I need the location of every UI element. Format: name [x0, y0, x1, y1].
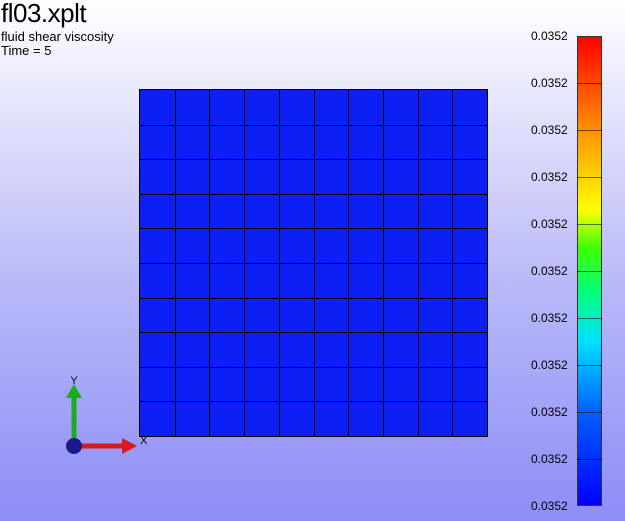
y-axis-label: Y: [70, 375, 78, 387]
colorbar-tick: [577, 271, 602, 272]
colorbar-label: 0.0352: [531, 358, 568, 372]
model-mesh[interactable]: [139, 89, 488, 437]
colorbar-tick: [577, 459, 602, 460]
colorbar-tick: [577, 224, 602, 225]
colorbar-tick: [577, 130, 602, 131]
variable-name: fluid shear viscosity: [1, 29, 114, 44]
axes-triad: Y X: [66, 375, 148, 454]
colorbar-label: 0.0352: [531, 264, 568, 278]
x-axis-label: X: [140, 435, 148, 447]
colorbar-tick: [577, 412, 602, 413]
plot-title: fl03.xplt: [1, 0, 87, 28]
y-axis-arrow-head: [66, 384, 82, 398]
colorbar-label: 0.0352: [531, 405, 568, 419]
time-label: Time = 5: [1, 43, 52, 58]
colorbar-tick: [577, 365, 602, 366]
colorbar-tick: [577, 318, 602, 319]
colorbar-label: 0.0352: [531, 311, 568, 325]
colorbar-tick: [577, 177, 602, 178]
mesh-grid-lines: [140, 90, 487, 436]
colorbar-label: 0.0352: [531, 499, 568, 513]
colorbar-label: 0.0352: [531, 217, 568, 231]
colorbar-label: 0.0352: [531, 452, 568, 466]
x-axis-arrow-head: [122, 438, 137, 454]
origin-sphere: [66, 438, 82, 454]
colorbar-label: 0.0352: [531, 170, 568, 184]
colorbar-label: 0.0352: [531, 29, 568, 43]
colorbar-label: 0.0352: [531, 123, 568, 137]
colorbar-label: 0.0352: [531, 76, 568, 90]
colorbar-tick: [577, 83, 602, 84]
